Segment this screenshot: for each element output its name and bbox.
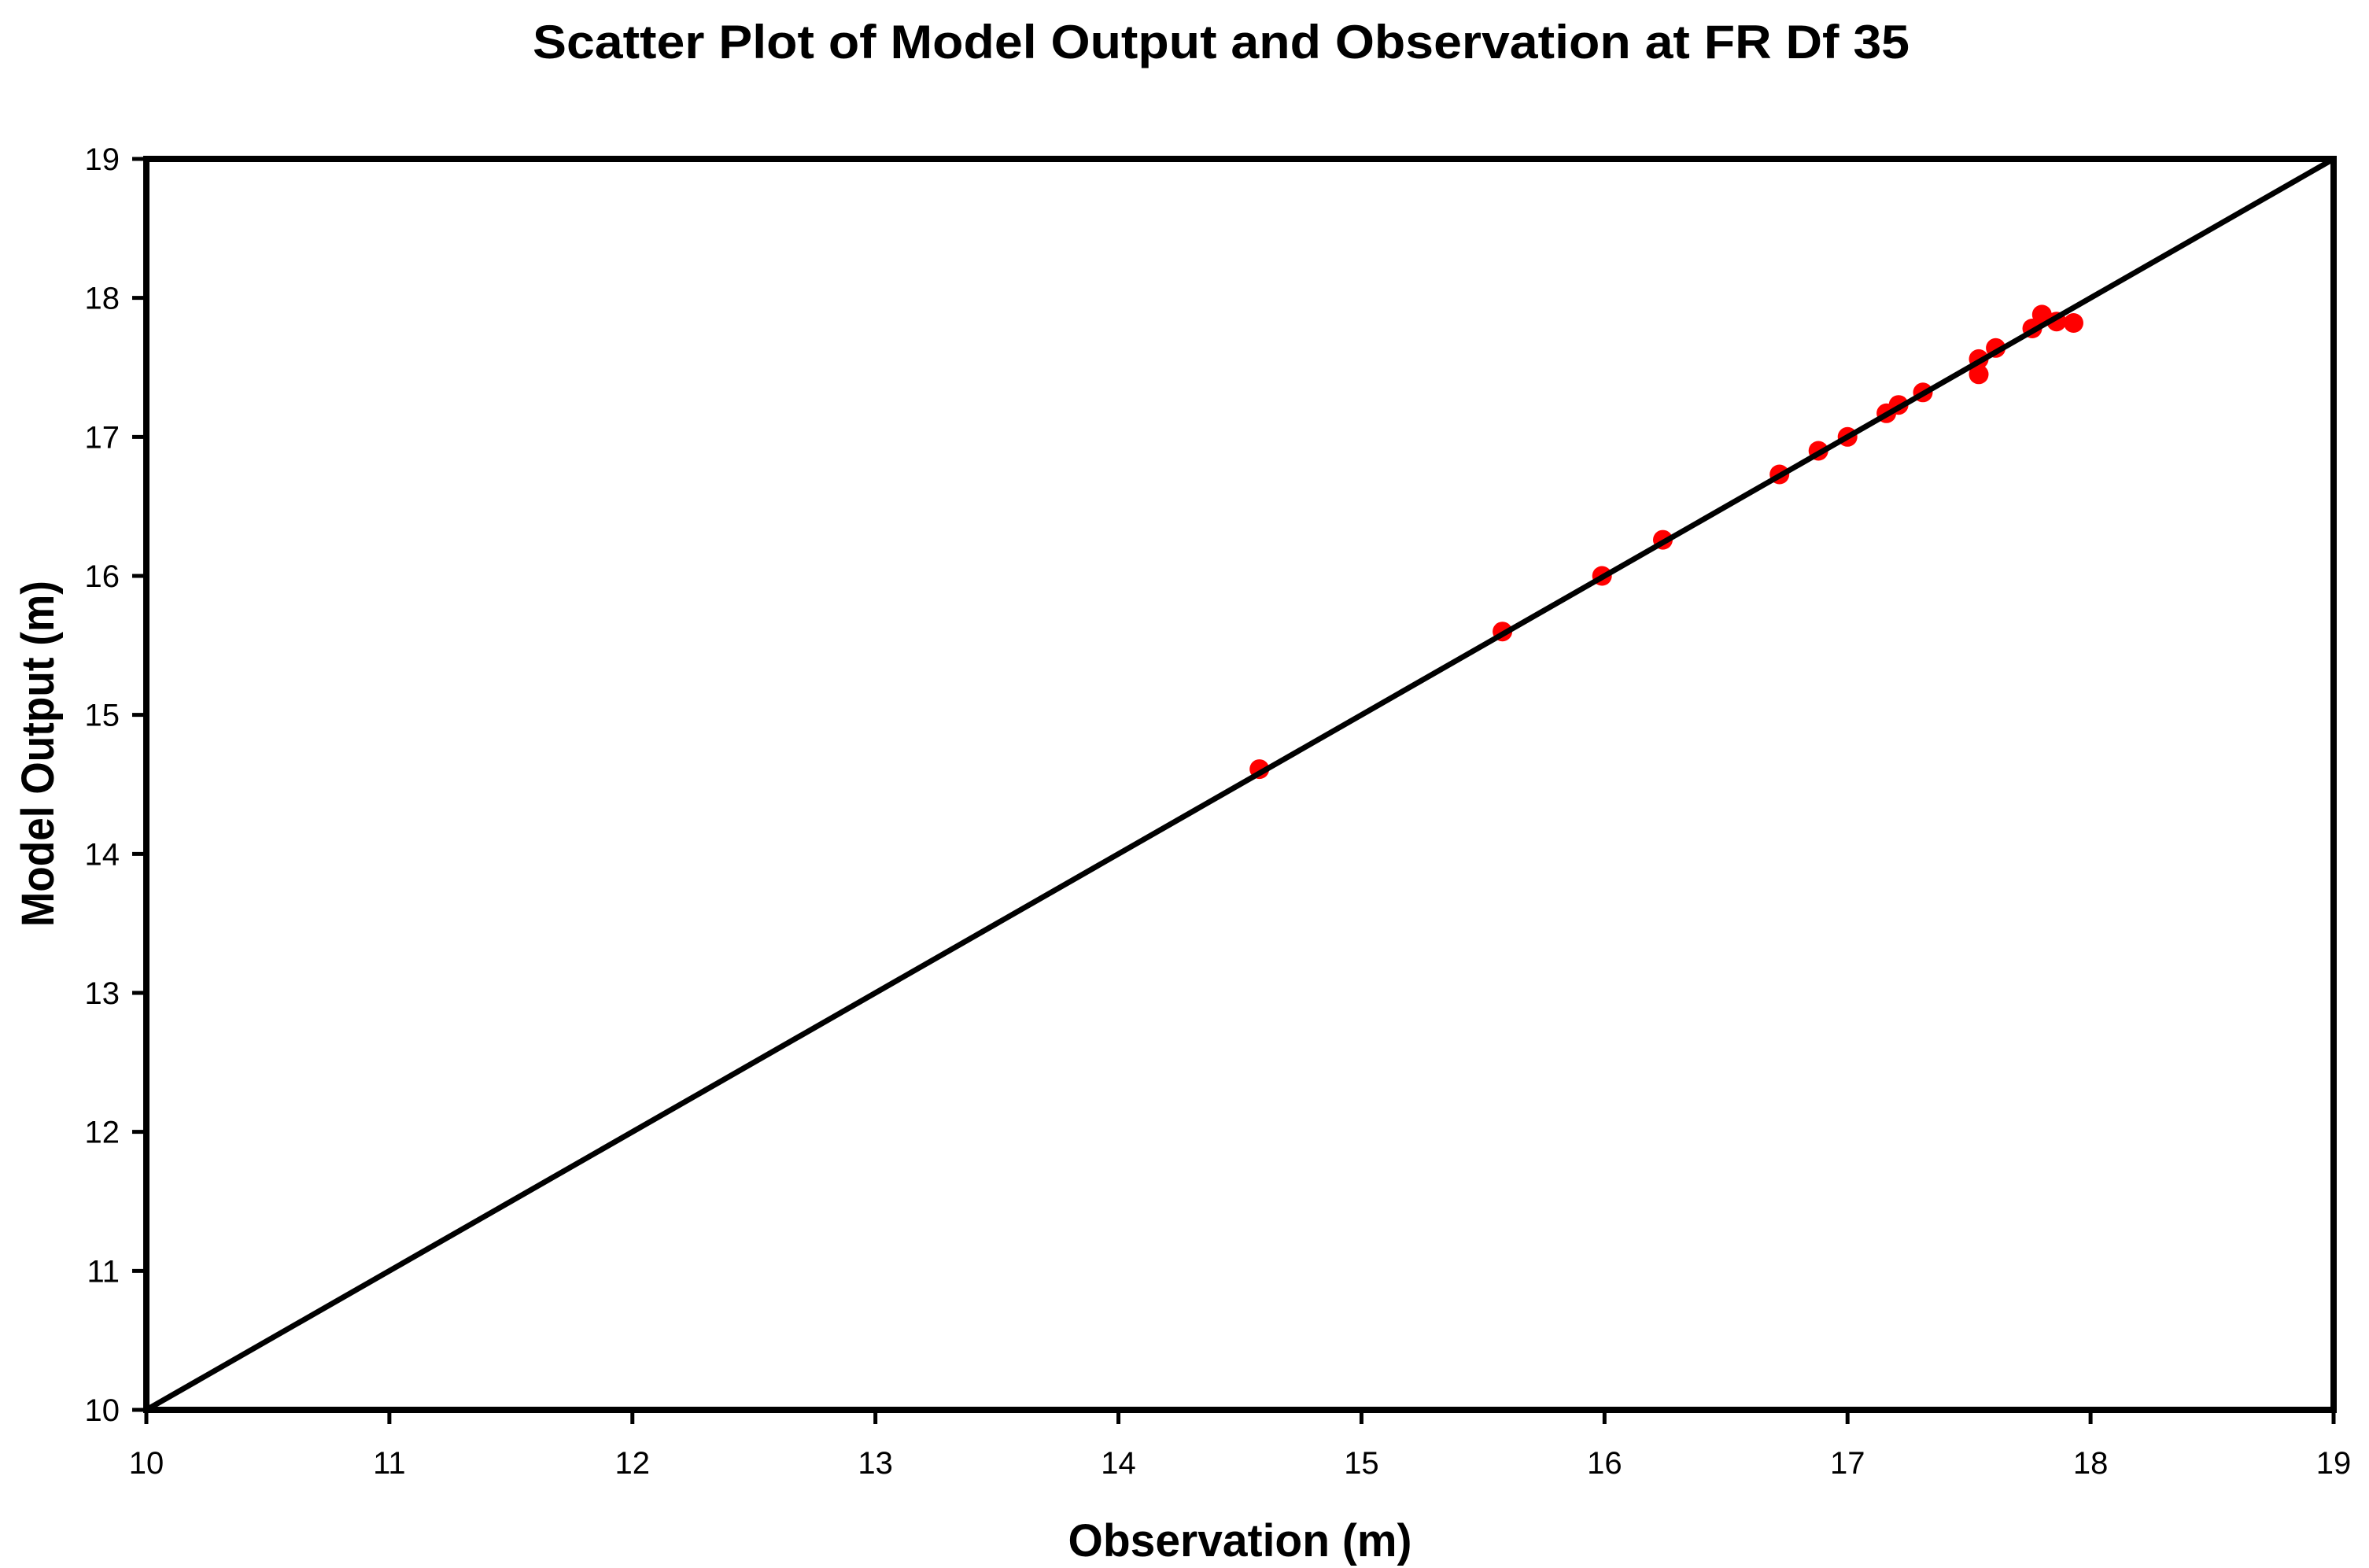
x-tick-label: 14 (1101, 1446, 1136, 1481)
y-axis-ticks-group: 10 11 12 13 14 15 16 17 18 19 (85, 142, 146, 1428)
x-tick-label: 19 (2316, 1446, 2352, 1481)
x-tick-label: 11 (373, 1446, 406, 1481)
x-axis-label: Observation (m) (1068, 1515, 1412, 1566)
x-tick-label: 18 (2073, 1446, 2109, 1481)
y-tick-label: 17 (85, 420, 120, 455)
y-tick-label: 11 (87, 1254, 120, 1289)
chart-title: Scatter Plot of Model Output and Observa… (533, 16, 1910, 68)
y-tick-label: 12 (85, 1116, 120, 1150)
x-axis-ticks-group: 10 11 12 13 14 15 16 17 18 19 (129, 1410, 2352, 1481)
y-tick-label: 10 (85, 1393, 120, 1428)
y-tick-label: 18 (85, 282, 120, 316)
x-tick-label: 15 (1344, 1446, 1379, 1481)
y-tick-label: 16 (85, 559, 120, 594)
y-tick-label: 14 (85, 837, 120, 872)
x-tick-label: 13 (858, 1446, 893, 1481)
y-axis-label: Model Output (m) (13, 581, 64, 927)
data-point (2031, 304, 2052, 325)
data-point (2064, 313, 2083, 333)
x-tick-label: 10 (129, 1446, 164, 1481)
identity-line-group (145, 156, 2335, 1413)
y-tick-label: 15 (85, 699, 120, 733)
y-tick-label: 13 (85, 976, 120, 1011)
data-point (1969, 364, 1989, 385)
plot-frame (143, 156, 2337, 1413)
x-tick-label: 17 (1830, 1446, 1865, 1481)
x-tick-label: 16 (1587, 1446, 1622, 1481)
identity-line (145, 156, 2335, 1413)
y-tick-label: 19 (85, 142, 120, 177)
x-tick-label: 12 (615, 1446, 651, 1481)
